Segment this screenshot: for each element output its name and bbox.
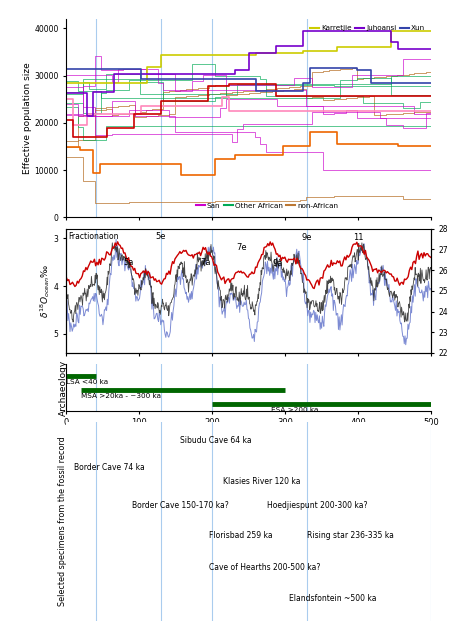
Text: Cave of Hearths 200-500 ka?: Cave of Hearths 200-500 ka?	[209, 562, 320, 572]
Text: Klasies River 120 ka: Klasies River 120 ka	[223, 477, 301, 486]
Text: MSA >20ka - ~300 ka: MSA >20ka - ~300 ka	[81, 393, 161, 399]
Text: Fractionation: Fractionation	[69, 232, 119, 241]
Text: Border Cave 150-170 ka?: Border Cave 150-170 ka?	[132, 501, 229, 510]
Y-axis label: Effective population size: Effective population size	[23, 62, 32, 174]
Text: 7e: 7e	[237, 243, 247, 251]
Text: LSA <40 ka: LSA <40 ka	[66, 379, 109, 385]
Text: Sibudu Cave 64 ka: Sibudu Cave 64 ka	[180, 436, 251, 445]
Y-axis label: Archaeology: Archaeology	[59, 359, 68, 416]
Text: Hoedjiespunt 200-300 ka?: Hoedjiespunt 200-300 ka?	[267, 501, 368, 510]
Text: Florisbad 259 ka: Florisbad 259 ka	[209, 531, 273, 540]
Text: ESA >200 ka: ESA >200 ka	[271, 407, 318, 413]
Text: Elandsfontein ~500 ka: Elandsfontein ~500 ka	[289, 594, 376, 603]
Y-axis label: Selected specimens from the fossil record: Selected specimens from the fossil recor…	[58, 436, 67, 606]
Text: Border Cave 74 ka: Border Cave 74 ka	[73, 463, 145, 472]
Legend: San, Other African, non-African: San, Other African, non-African	[193, 200, 341, 212]
Text: 11: 11	[353, 233, 364, 242]
Text: 5a: 5a	[123, 258, 134, 267]
Text: 5e: 5e	[155, 232, 166, 241]
Text: Rising star 236-335 ka: Rising star 236-335 ka	[307, 531, 394, 540]
Text: 9e: 9e	[301, 233, 312, 242]
Text: 9a: 9a	[273, 259, 283, 268]
Text: 7a: 7a	[200, 258, 210, 267]
Y-axis label: $\delta^{18}O_{ocean}$‰: $\delta^{18}O_{ocean}$‰	[38, 263, 53, 318]
